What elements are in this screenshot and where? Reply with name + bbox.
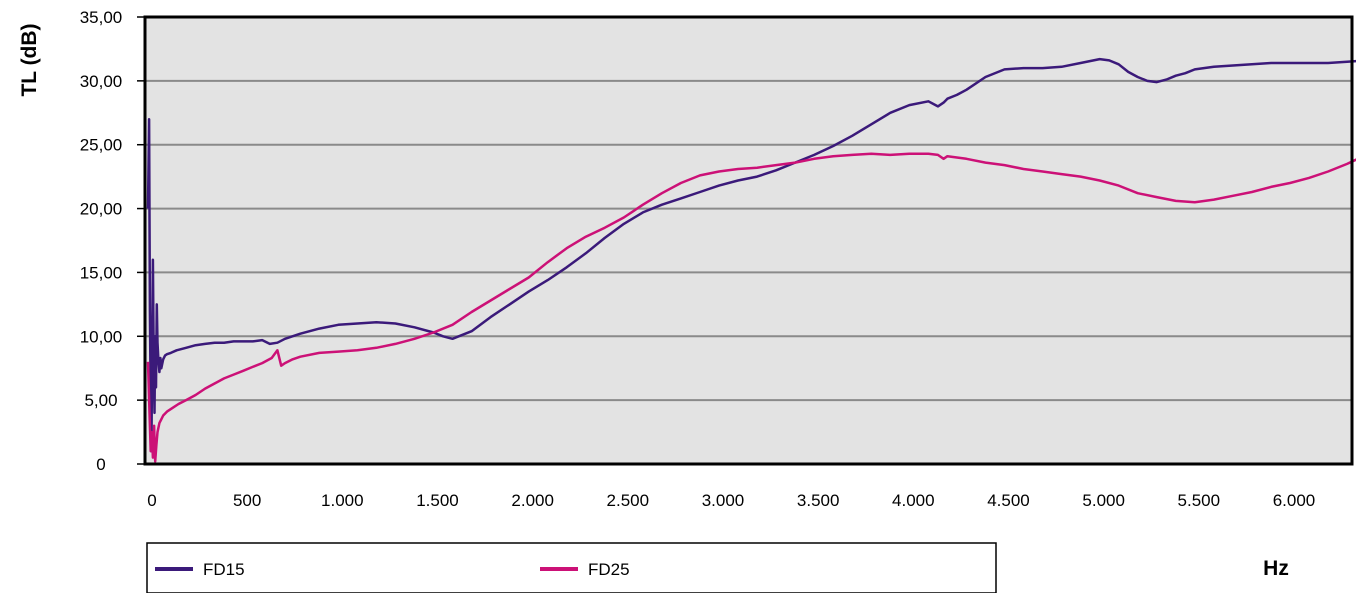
x-tick-label-3: 1.500 (416, 491, 459, 510)
x-tick-label-4: 2.000 (511, 491, 554, 510)
x-tick-label-7: 3.500 (797, 491, 840, 510)
plot-area (145, 17, 1352, 464)
series-line-fd25 (146, 152, 1356, 463)
x-tick-label-6: 3.000 (702, 491, 745, 510)
x-tick-label-0: 0 (147, 491, 156, 510)
x-tick-label-5: 2.500 (607, 491, 650, 510)
y-tick-label-1: 5,00 (84, 391, 117, 410)
plot-border (143, 15, 1354, 466)
legend-label-fd25: FD25 (588, 560, 630, 579)
x-tick-label-8: 4.000 (892, 491, 935, 510)
series-line-fd15 (146, 57, 1356, 453)
x-tick-label-11: 5.500 (1178, 491, 1221, 510)
x-axis-title: Hz (1263, 557, 1289, 580)
y-axis-title: TL (dB) (18, 23, 41, 96)
y-tick-label-5: 25,00 (80, 136, 123, 155)
x-axis-ticks: 0 500 1.000 1.500 2.000 2.500 3.000 3.500 4.000 4… (147, 491, 1315, 510)
x-tick-label-1: 500 (233, 491, 261, 510)
x-tick-label-9: 4.500 (987, 491, 1030, 510)
y-tick-label-4: 20,00 (80, 200, 123, 219)
y-axis-ticks: 0 5,00 10,00 15,00 20,00 25,00 30,00 35,00 (80, 8, 145, 474)
legend: FD15 FD25 (155, 560, 630, 579)
x-tick-label-10: 5.000 (1082, 491, 1125, 510)
y-tick-label-2: 10,00 (80, 327, 123, 346)
legend-label-fd15: FD15 (203, 560, 245, 579)
series-lines (146, 57, 1356, 463)
y-tick-label-6: 30,00 (80, 72, 123, 91)
x-tick-label-2: 1.000 (321, 491, 364, 510)
y-tick-label-7: 35,00 (80, 8, 123, 27)
grid-lines (145, 79, 1352, 402)
y-tick-label-0: 0 (96, 455, 105, 474)
x-tick-label-12: 6.000 (1273, 491, 1316, 510)
y-tick-label-3: 15,00 (80, 263, 123, 282)
